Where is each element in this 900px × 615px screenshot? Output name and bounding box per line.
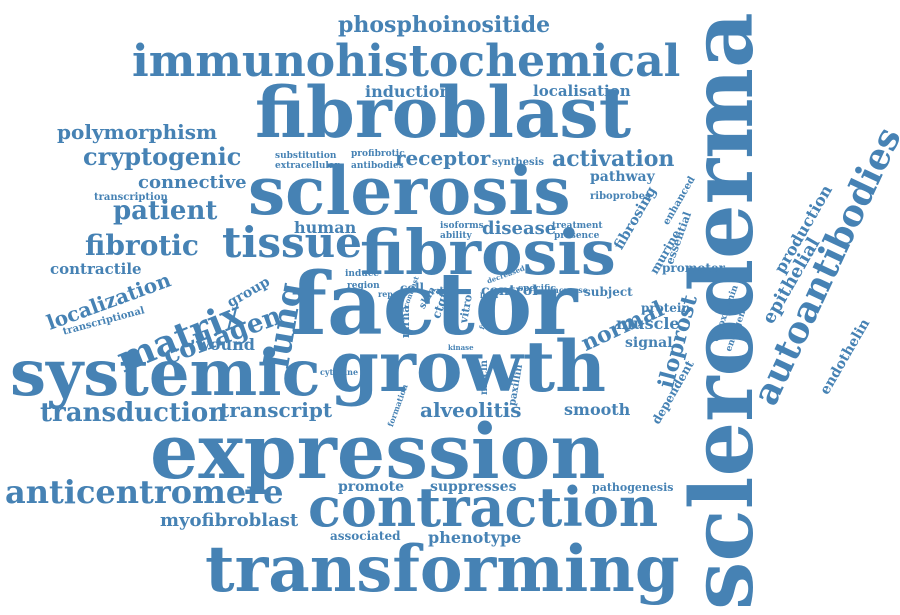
- word-receptor: receptor: [395, 146, 491, 170]
- word-tissue: tissue: [222, 218, 362, 267]
- word-isoforms: isoforms: [440, 221, 484, 231]
- word-ability: ability: [440, 231, 472, 241]
- word-substitution: substitution: [275, 151, 337, 161]
- word-patient: patient: [113, 196, 218, 226]
- word-associated: associated: [330, 529, 401, 543]
- word-promote: promote: [338, 479, 405, 495]
- word-endothelin: endothelin: [817, 316, 874, 398]
- word-pathogenesis: pathogenesis: [592, 481, 674, 494]
- word-phenotype: phenotype: [428, 528, 522, 547]
- word-level: level: [480, 291, 499, 300]
- word-transcript: transcript: [220, 398, 333, 422]
- word-factor: factor: [290, 254, 578, 355]
- word-pathway: pathway: [590, 169, 655, 185]
- word-smooth: smooth: [564, 400, 631, 419]
- word-repair: repair: [378, 289, 406, 299]
- word-systemic: systemic: [10, 336, 321, 411]
- word-profibrotic: profibrotic: [351, 149, 405, 159]
- word-extracellular: extracellular: [275, 161, 340, 171]
- word-expression: expression: [150, 407, 606, 496]
- word-sclerosis: sclerosis: [248, 152, 571, 230]
- word-increase: increase: [550, 285, 588, 295]
- word-polymorphism: polymorphism: [57, 120, 218, 144]
- word-muscle: muscle: [616, 314, 680, 333]
- word-disease: disease: [482, 218, 557, 239]
- word-cryptogenic: cryptogenic: [83, 142, 242, 171]
- word-transforming: transforming: [205, 532, 680, 607]
- word-cell: cell: [400, 281, 425, 295]
- word-connective: connective: [138, 172, 247, 193]
- word-induction: induction: [365, 82, 452, 101]
- word-subject: subject: [584, 285, 633, 299]
- word-promoter: promoter: [662, 261, 725, 275]
- word-transcription: transcription: [94, 192, 168, 203]
- word-riboprobes: riboprobes: [590, 191, 651, 202]
- word-presence: presence: [554, 231, 600, 241]
- word-treatment: treatment: [552, 221, 603, 231]
- word-activation: activation: [552, 146, 675, 172]
- word-alveolitis: alveolitis: [420, 398, 522, 422]
- word-fibrotic: fibrotic: [85, 229, 199, 262]
- word-region: region: [347, 281, 380, 291]
- word-cytokine: cytokine: [320, 367, 359, 377]
- word-phosphoinositide: phosphoinositide: [338, 12, 551, 38]
- word-transduction: transduction: [40, 398, 228, 428]
- word-growth: growth: [330, 325, 607, 408]
- word-protein: protein: [641, 301, 691, 315]
- word-kinase: kinase: [448, 343, 474, 352]
- word-immunohistochemical: immunohistochemical: [132, 36, 681, 87]
- word-human: human: [294, 218, 357, 237]
- word-fibrosis: fibrosis: [360, 216, 616, 289]
- word-induce: induce: [345, 269, 380, 279]
- word-wound: wound: [196, 335, 255, 354]
- word-myofibroblast: myofibroblast: [160, 510, 299, 531]
- word-synthesis: synthesis: [492, 157, 545, 168]
- word-signal: signal: [625, 335, 673, 351]
- word-contractile: contractile: [50, 260, 142, 278]
- word-control: control: [481, 283, 538, 299]
- word-contraction: contraction: [308, 475, 659, 539]
- word-antibodies: antibodies: [351, 161, 404, 171]
- word-fibroblast: fibroblast: [255, 71, 632, 154]
- word-anticentromere: anticentromere: [5, 473, 284, 511]
- word-localisation: localisation: [533, 82, 631, 100]
- word-specific: specific: [518, 284, 557, 294]
- word-suppresses: suppresses: [430, 479, 517, 495]
